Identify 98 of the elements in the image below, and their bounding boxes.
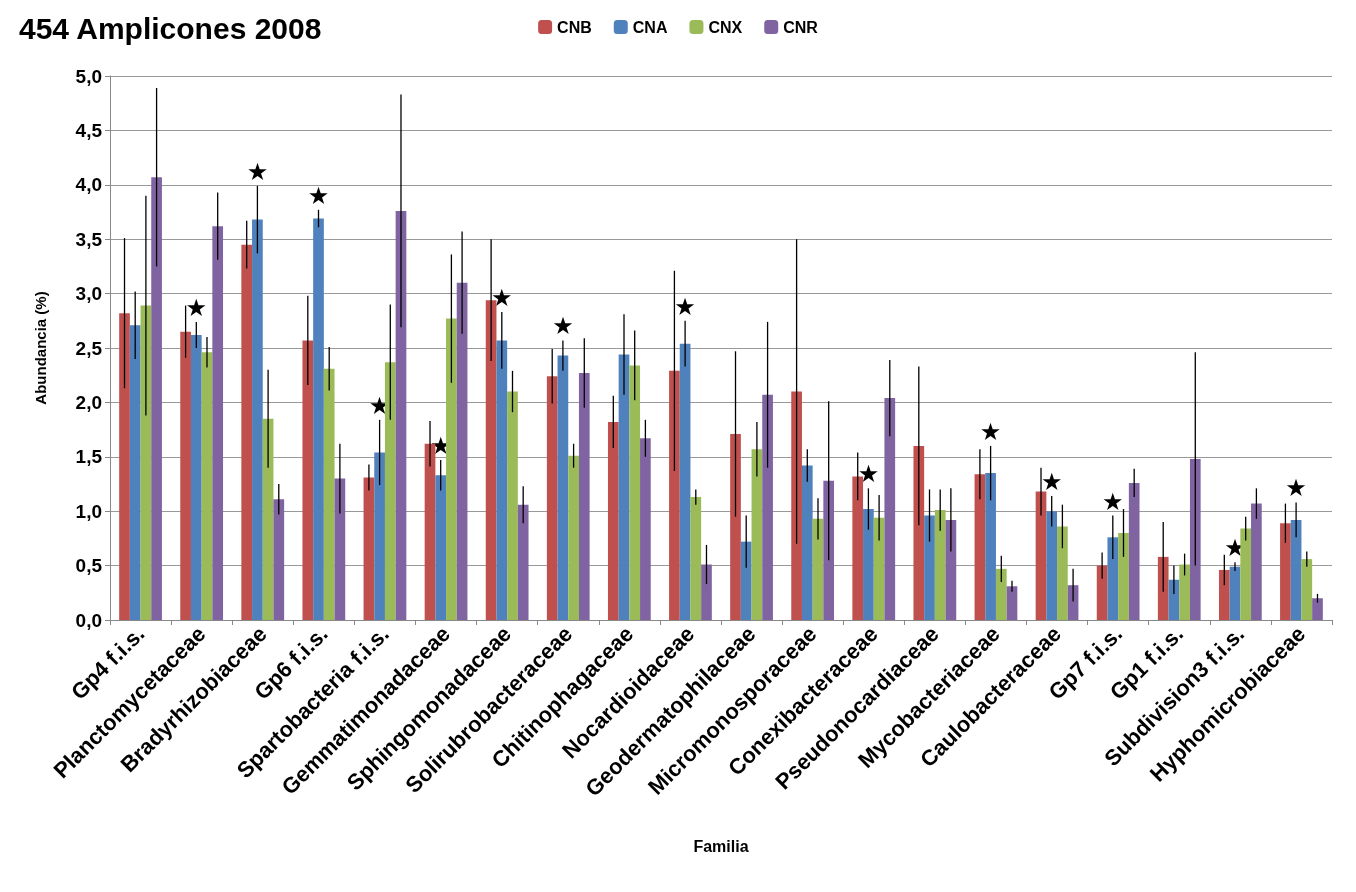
bar <box>974 474 986 620</box>
data-label: ★ <box>1224 534 1246 563</box>
x-axis-title: Familia <box>693 837 749 855</box>
y-tick-label: 0,0 <box>75 609 102 631</box>
data-label: ★ <box>857 460 880 489</box>
bar <box>119 313 130 620</box>
data-label: ★ <box>979 417 1002 446</box>
bar <box>363 477 375 620</box>
bar <box>1006 586 1018 620</box>
bar <box>1179 564 1190 620</box>
data-label: ★ <box>552 312 574 341</box>
y-tick-label: 1,5 <box>75 446 103 468</box>
data-label: ★ <box>1040 467 1063 496</box>
y-tick-label: 5,0 <box>75 65 102 87</box>
y-tick-label: 0,5 <box>75 555 103 577</box>
bar <box>791 391 802 620</box>
bar <box>241 244 253 620</box>
bar <box>1229 566 1241 620</box>
bar <box>884 398 896 620</box>
bar <box>762 394 773 620</box>
bar <box>812 518 824 620</box>
bar <box>201 352 213 620</box>
y-tick-label: 3,0 <box>75 283 102 305</box>
bar <box>557 355 569 620</box>
y-tick-label: 4,5 <box>75 119 103 141</box>
bar <box>313 218 324 620</box>
bar <box>456 282 468 620</box>
bar <box>1240 528 1252 620</box>
bar <box>913 445 925 620</box>
bar <box>1189 458 1201 620</box>
y-axis-title: Abundancia (%) <box>32 291 49 405</box>
bar <box>273 499 285 620</box>
y-tick-label: 2,0 <box>75 391 102 413</box>
bar <box>546 376 558 620</box>
bar <box>629 365 641 620</box>
bar <box>679 343 691 620</box>
bar <box>180 331 191 620</box>
bar <box>863 509 874 620</box>
bar <box>1312 598 1323 620</box>
bar <box>618 354 630 620</box>
data-label: ★ <box>1102 487 1124 516</box>
bar <box>129 325 141 620</box>
y-tick-label: 4,0 <box>75 174 102 196</box>
bar <box>568 455 579 620</box>
bar <box>1251 503 1262 620</box>
bar <box>1290 519 1302 620</box>
bar <box>190 334 202 620</box>
bar <box>374 452 385 620</box>
bar <box>1035 491 1047 620</box>
bar <box>435 475 447 620</box>
bar <box>1057 526 1068 620</box>
bar <box>607 421 619 620</box>
bar <box>507 391 518 620</box>
bar <box>740 541 752 620</box>
bar <box>323 368 335 620</box>
legend-label: CNA <box>632 18 668 36</box>
y-tick-label: 1,0 <box>75 500 102 522</box>
bar <box>496 340 508 620</box>
bar <box>1301 559 1313 620</box>
bar <box>252 219 263 620</box>
data-label: ★ <box>307 181 330 210</box>
bar <box>302 340 314 620</box>
bar <box>1046 511 1058 620</box>
bar <box>934 510 946 620</box>
bar <box>985 473 996 620</box>
y-tick-label: 3,5 <box>75 228 103 250</box>
data-label: ★ <box>185 293 208 322</box>
data-label: ★ <box>246 157 269 186</box>
bar <box>1280 523 1291 620</box>
bar <box>995 568 1007 620</box>
bar <box>669 370 680 620</box>
bar <box>1128 482 1140 620</box>
legend-label: CNX <box>708 18 743 36</box>
bar <box>1118 532 1129 620</box>
bar <box>578 373 590 620</box>
bar <box>212 226 224 620</box>
bar <box>730 433 741 620</box>
bar <box>701 564 712 620</box>
bar <box>924 515 935 620</box>
bar <box>151 177 162 620</box>
data-label: ★ <box>491 284 513 313</box>
bar <box>384 362 396 620</box>
bar <box>801 465 813 620</box>
bar <box>1107 537 1119 620</box>
y-tick-label: 2,5 <box>75 337 103 359</box>
bar <box>1157 556 1169 620</box>
bar <box>446 318 457 620</box>
data-label: ★ <box>674 292 696 321</box>
legend-label: CNR <box>783 18 819 36</box>
bar <box>1218 569 1230 620</box>
chart-title: 454 Amplicones 2008 <box>19 11 322 45</box>
data-label: ★ <box>1285 474 1307 503</box>
bar <box>823 480 835 620</box>
legend-label: CNB <box>557 18 592 36</box>
bar <box>751 449 763 620</box>
bar <box>690 497 702 620</box>
bar <box>517 504 529 620</box>
bar <box>640 438 651 620</box>
